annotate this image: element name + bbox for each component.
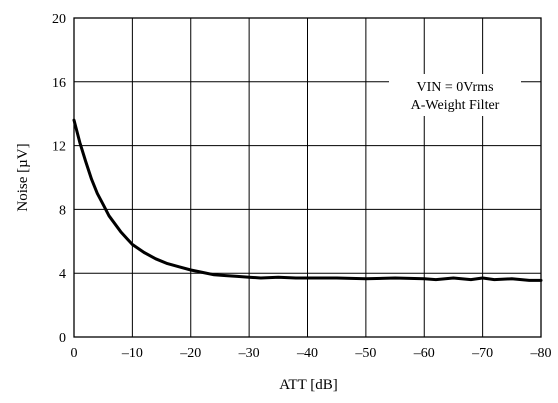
x-tick-label: 0 xyxy=(71,346,78,361)
x-tick-label: –30 xyxy=(238,346,260,361)
x-tick-label: –50 xyxy=(354,346,376,361)
x-tick-label: –40 xyxy=(296,346,318,361)
x-tick-label: –10 xyxy=(121,346,143,361)
y-tick-label: 4 xyxy=(59,267,66,282)
tick-labels: 0 –10 –20 –30 –40 –50 –60 –70 –80 0 4 8 12 16 20 xyxy=(52,12,552,361)
noise-curve xyxy=(72,118,543,282)
y-tick-label: 16 xyxy=(52,76,66,91)
y-tick-label: 0 xyxy=(59,331,66,346)
x-tick-label: –80 xyxy=(530,346,552,361)
annotation-filter: A-Weight Filter xyxy=(411,98,500,113)
x-tick-label: –70 xyxy=(471,346,493,361)
y-axis-label: Noise [µV] xyxy=(15,143,31,211)
y-tick-label: 12 xyxy=(52,140,66,155)
annotation-vin: VIN = 0Vrms xyxy=(416,80,493,95)
annotation-box xyxy=(389,74,521,116)
x-axis-label: ATT [dB] xyxy=(279,377,337,393)
y-tick-label: 8 xyxy=(59,203,66,218)
x-tick-label: –20 xyxy=(179,346,201,361)
y-tick-label: 20 xyxy=(52,12,66,27)
grid-lines xyxy=(74,18,541,337)
x-tick-label: –60 xyxy=(413,346,435,361)
